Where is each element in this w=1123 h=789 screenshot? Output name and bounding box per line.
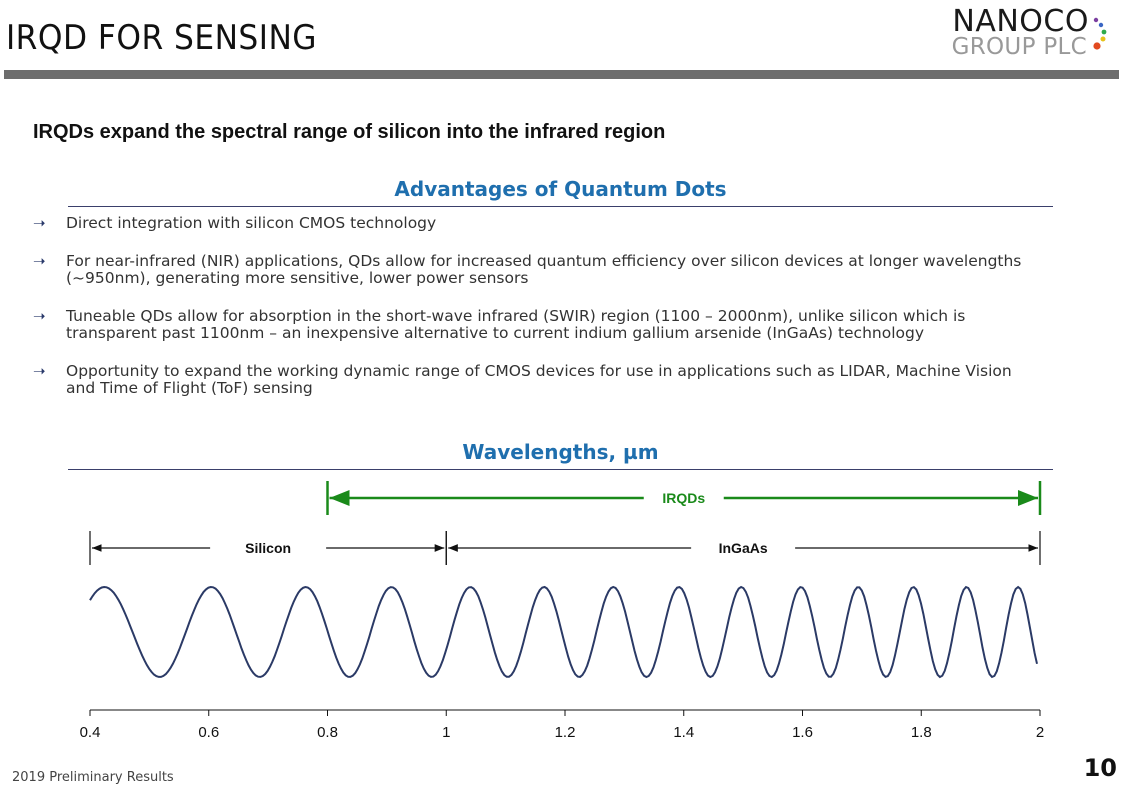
x-tick-label: 0.4 bbox=[80, 724, 101, 741]
range-label: InGaAs bbox=[719, 540, 768, 556]
range-label: Silicon bbox=[245, 540, 291, 556]
list-item: ➝ Opportunity to expand the working dynam… bbox=[33, 363, 1043, 397]
slide-headline: IRQDs expand the spectral range of silic… bbox=[33, 121, 666, 143]
list-item: ➝ Direct integration with silicon CMOS te… bbox=[33, 215, 1043, 232]
x-tick-label: 1.2 bbox=[555, 724, 576, 741]
slide-title: IRQD FOR SENSING bbox=[6, 18, 318, 58]
list-item: ➝ For near-infrared (NIR) applications, Q… bbox=[33, 253, 1043, 287]
header-rule bbox=[4, 70, 1119, 79]
page-number: 10 bbox=[1083, 754, 1117, 782]
x-tick-label: 1 bbox=[442, 724, 450, 741]
x-tick-label: 1.6 bbox=[792, 724, 813, 741]
arrow-icon: ➝ bbox=[33, 252, 46, 270]
logo-dots-icon bbox=[1093, 17, 1107, 50]
logo-line1: NANOCO bbox=[952, 4, 1089, 39]
list-item-text: For near-infrared (NIR) applications, QD… bbox=[66, 252, 1022, 287]
list-item-text: Opportunity to expand the working dynami… bbox=[66, 362, 1012, 397]
arrow-icon: ➝ bbox=[33, 362, 46, 380]
x-tick-label: 1.4 bbox=[673, 724, 694, 741]
advantages-heading: Advantages of Quantum Dots bbox=[394, 177, 727, 201]
list-item-text: Direct integration with silicon CMOS tec… bbox=[66, 214, 437, 232]
arrow-icon: ➝ bbox=[33, 214, 46, 232]
x-tick-label: 1.8 bbox=[911, 724, 932, 741]
arrow-icon: ➝ bbox=[33, 307, 46, 325]
advantages-list: ➝ Direct integration with silicon CMOS te… bbox=[33, 215, 1043, 418]
wavelengths-rule bbox=[68, 469, 1053, 470]
wave-curve bbox=[89, 585, 1038, 679]
logo-line2: GROUP PLC bbox=[951, 34, 1087, 60]
list-item-text: Tuneable QDs allow for absorption in the… bbox=[66, 307, 966, 342]
company-logo: NANOCO GROUP PLC bbox=[923, 4, 1113, 60]
x-tick-label: 0.8 bbox=[317, 724, 338, 741]
footer-text: 2019 Preliminary Results bbox=[12, 770, 174, 785]
range-label: IRQDs bbox=[662, 490, 705, 506]
x-tick-label: 2 bbox=[1036, 724, 1044, 741]
list-item: ➝ Tuneable QDs allow for absorption in th… bbox=[33, 308, 1043, 342]
advantages-rule bbox=[68, 206, 1053, 207]
wavelength-diagram: IRQDs Silicon InGaAs 0.4 0.6 0.8 1 1.2 1.4 1.6 1.8… bbox=[80, 481, 1044, 741]
x-tick-label: 0.6 bbox=[198, 724, 219, 741]
wavelengths-heading: Wavelengths, µm bbox=[462, 440, 659, 464]
